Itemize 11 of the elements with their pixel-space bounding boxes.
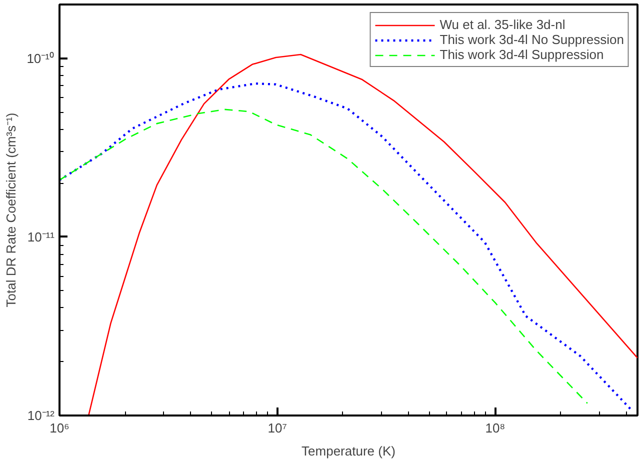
x-tick-label: 10⁸: [485, 420, 506, 436]
y-tick-label: 10⁻¹¹: [27, 229, 56, 244]
x-axis-title: Temperature (K): [302, 444, 396, 458]
x-tick-label: 10⁷: [268, 420, 288, 436]
legend-label: This work 3d-4l No Suppression: [440, 32, 624, 47]
legend-label: Wu et al. 35-like 3d-nl: [440, 17, 566, 32]
y-tick-label: 10⁻¹²: [27, 408, 56, 423]
y-axis-title: Total DR Rate Coefficient (cm³s⁻¹): [4, 112, 19, 308]
x-tick-label: 10⁶: [50, 420, 70, 436]
legend-label: This work 3d-4l Suppression: [440, 47, 604, 62]
y-tick-label: 10⁻¹⁰: [26, 50, 55, 66]
